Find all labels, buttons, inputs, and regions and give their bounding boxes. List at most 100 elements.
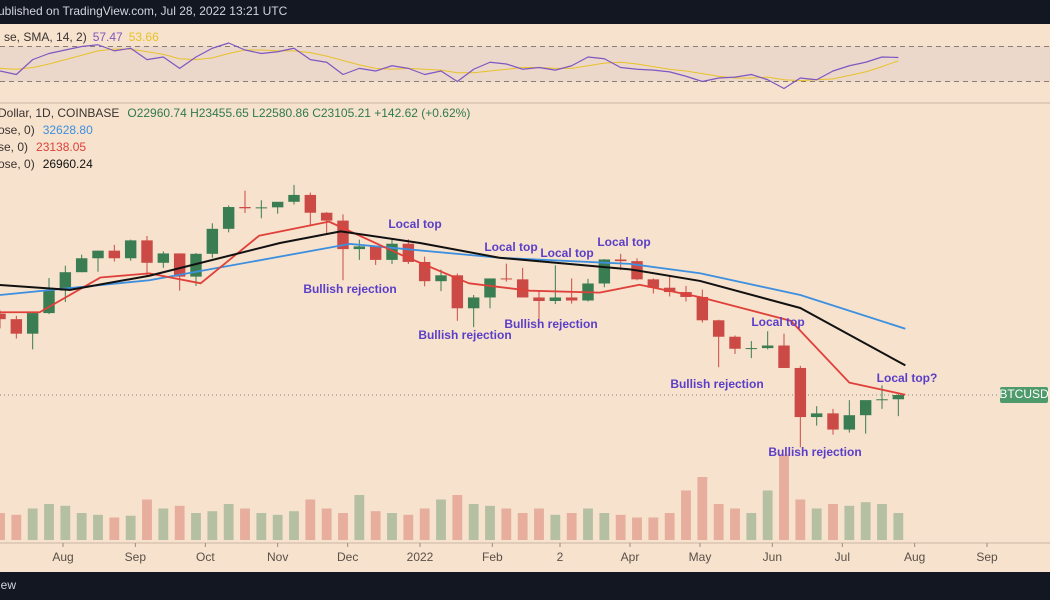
rsi-line (0, 42, 899, 90)
volume-bar (11, 514, 22, 540)
ohlc: O22960.74 H23455.65 L22580.86 C23105.21 … (127, 106, 470, 120)
candle-body (239, 207, 251, 209)
ma-legend: ose, 0) 26960.24 (0, 157, 93, 171)
candle-body (369, 246, 382, 260)
x-tick-label: Aug (52, 550, 73, 564)
x-tick-label: Jun (763, 550, 782, 564)
annotation: Local top (388, 217, 441, 231)
moving-average (0, 220, 906, 396)
annotation: Local top (484, 240, 537, 254)
legend-name: ose, 0) (0, 123, 35, 137)
rsi-band (0, 46, 1050, 82)
candle-body (304, 194, 317, 213)
candle-body (141, 240, 153, 263)
volume-bar (354, 495, 365, 540)
volume-bar (305, 499, 316, 540)
candle-body (26, 313, 39, 334)
volume-bar (877, 504, 887, 540)
candle-body (353, 246, 366, 250)
symbol: Dollar, 1D, COINBASE (0, 106, 119, 120)
candle-body (500, 278, 513, 280)
volume-bar (811, 508, 822, 540)
candle-body (320, 212, 333, 221)
candle-body (761, 345, 774, 349)
candle-body (206, 228, 219, 254)
volume-bar (125, 515, 136, 540)
volume-bar (44, 504, 54, 540)
published-text: ublished on TradingView.com, Jul 28, 202… (0, 4, 288, 18)
candle-body (843, 415, 856, 430)
candle-body (435, 275, 447, 282)
candle-body (859, 400, 872, 416)
volume-bar (713, 504, 724, 540)
x-tick-label: 2 (557, 550, 564, 564)
volume-bar (419, 508, 430, 540)
legend-value: 26960.24 (43, 157, 93, 171)
moving-average (0, 230, 906, 367)
candle-body (598, 259, 611, 284)
volume-bar (109, 517, 120, 540)
volume-bar (534, 508, 544, 540)
volume-bar (501, 508, 512, 540)
annotation: Bullish rejection (504, 317, 597, 331)
candle-body (402, 243, 415, 262)
x-tick-label: Feb (482, 550, 503, 564)
last-price-box (1000, 387, 1048, 404)
x-tick-label: Sep (976, 550, 998, 564)
volume-bar (860, 502, 871, 540)
candle-body (892, 395, 905, 400)
candle-body (663, 287, 676, 293)
x-tick-label: Nov (267, 550, 288, 564)
volume-bar (93, 514, 103, 540)
legend-name: se, 0) (0, 140, 28, 154)
candle-body (778, 345, 790, 368)
volume-bar (730, 508, 740, 540)
volume-bar (174, 505, 185, 540)
rsi-legend-part: 53.66 (129, 30, 159, 44)
candle-body (418, 261, 431, 282)
candle-body (271, 201, 284, 208)
rsi-sma-line (0, 48, 899, 82)
legend-value: 32628.80 (43, 123, 93, 137)
candle-body (451, 275, 464, 309)
candle-body (794, 367, 807, 418)
volume-bar (795, 499, 806, 540)
volume-bar (828, 504, 838, 540)
volume-bar (599, 513, 610, 540)
moving-average (0, 243, 906, 330)
x-tick-label: 2022 (407, 550, 434, 564)
volume-bar (403, 514, 414, 540)
candle-body (190, 253, 202, 277)
volume-bar (485, 505, 495, 540)
candle-body (0, 313, 6, 320)
rsi-legend-part: se, SMA, 14, 2) (4, 30, 87, 44)
x-tick-label: Aug (904, 550, 925, 564)
bottom-bar (0, 572, 1050, 600)
legend-value: 23138.05 (36, 140, 86, 154)
rsi-legend: se, SMA, 14, 2) 57.47 53.66 (4, 30, 159, 44)
candle-body (467, 297, 480, 309)
volume-bar (746, 513, 757, 540)
candle-body (173, 253, 186, 277)
symbol-legend: Dollar, 1D, COINBASE O22960.74 H23455.65 … (0, 106, 470, 120)
candle-body (696, 296, 709, 321)
candle-body (288, 194, 300, 202)
top-bar (0, 0, 1050, 24)
volume-bar (76, 513, 87, 540)
candle-body (810, 413, 823, 418)
last-price-label: BTCUSD (999, 387, 1049, 401)
volume-bar (370, 511, 381, 540)
volume-bar (844, 505, 855, 540)
candle-body (10, 319, 23, 334)
volume-bar (256, 513, 267, 540)
rsi-legend-part: 57.47 (93, 30, 123, 44)
candle-body (59, 272, 72, 291)
annotation: Local top? (877, 371, 938, 385)
annotation: Bullish rejection (670, 377, 763, 391)
x-tick-label: Dec (337, 550, 358, 564)
volume-bar (550, 514, 561, 540)
annotation: Local top (540, 246, 593, 260)
candle-body (124, 240, 137, 259)
candle-body (647, 279, 660, 288)
